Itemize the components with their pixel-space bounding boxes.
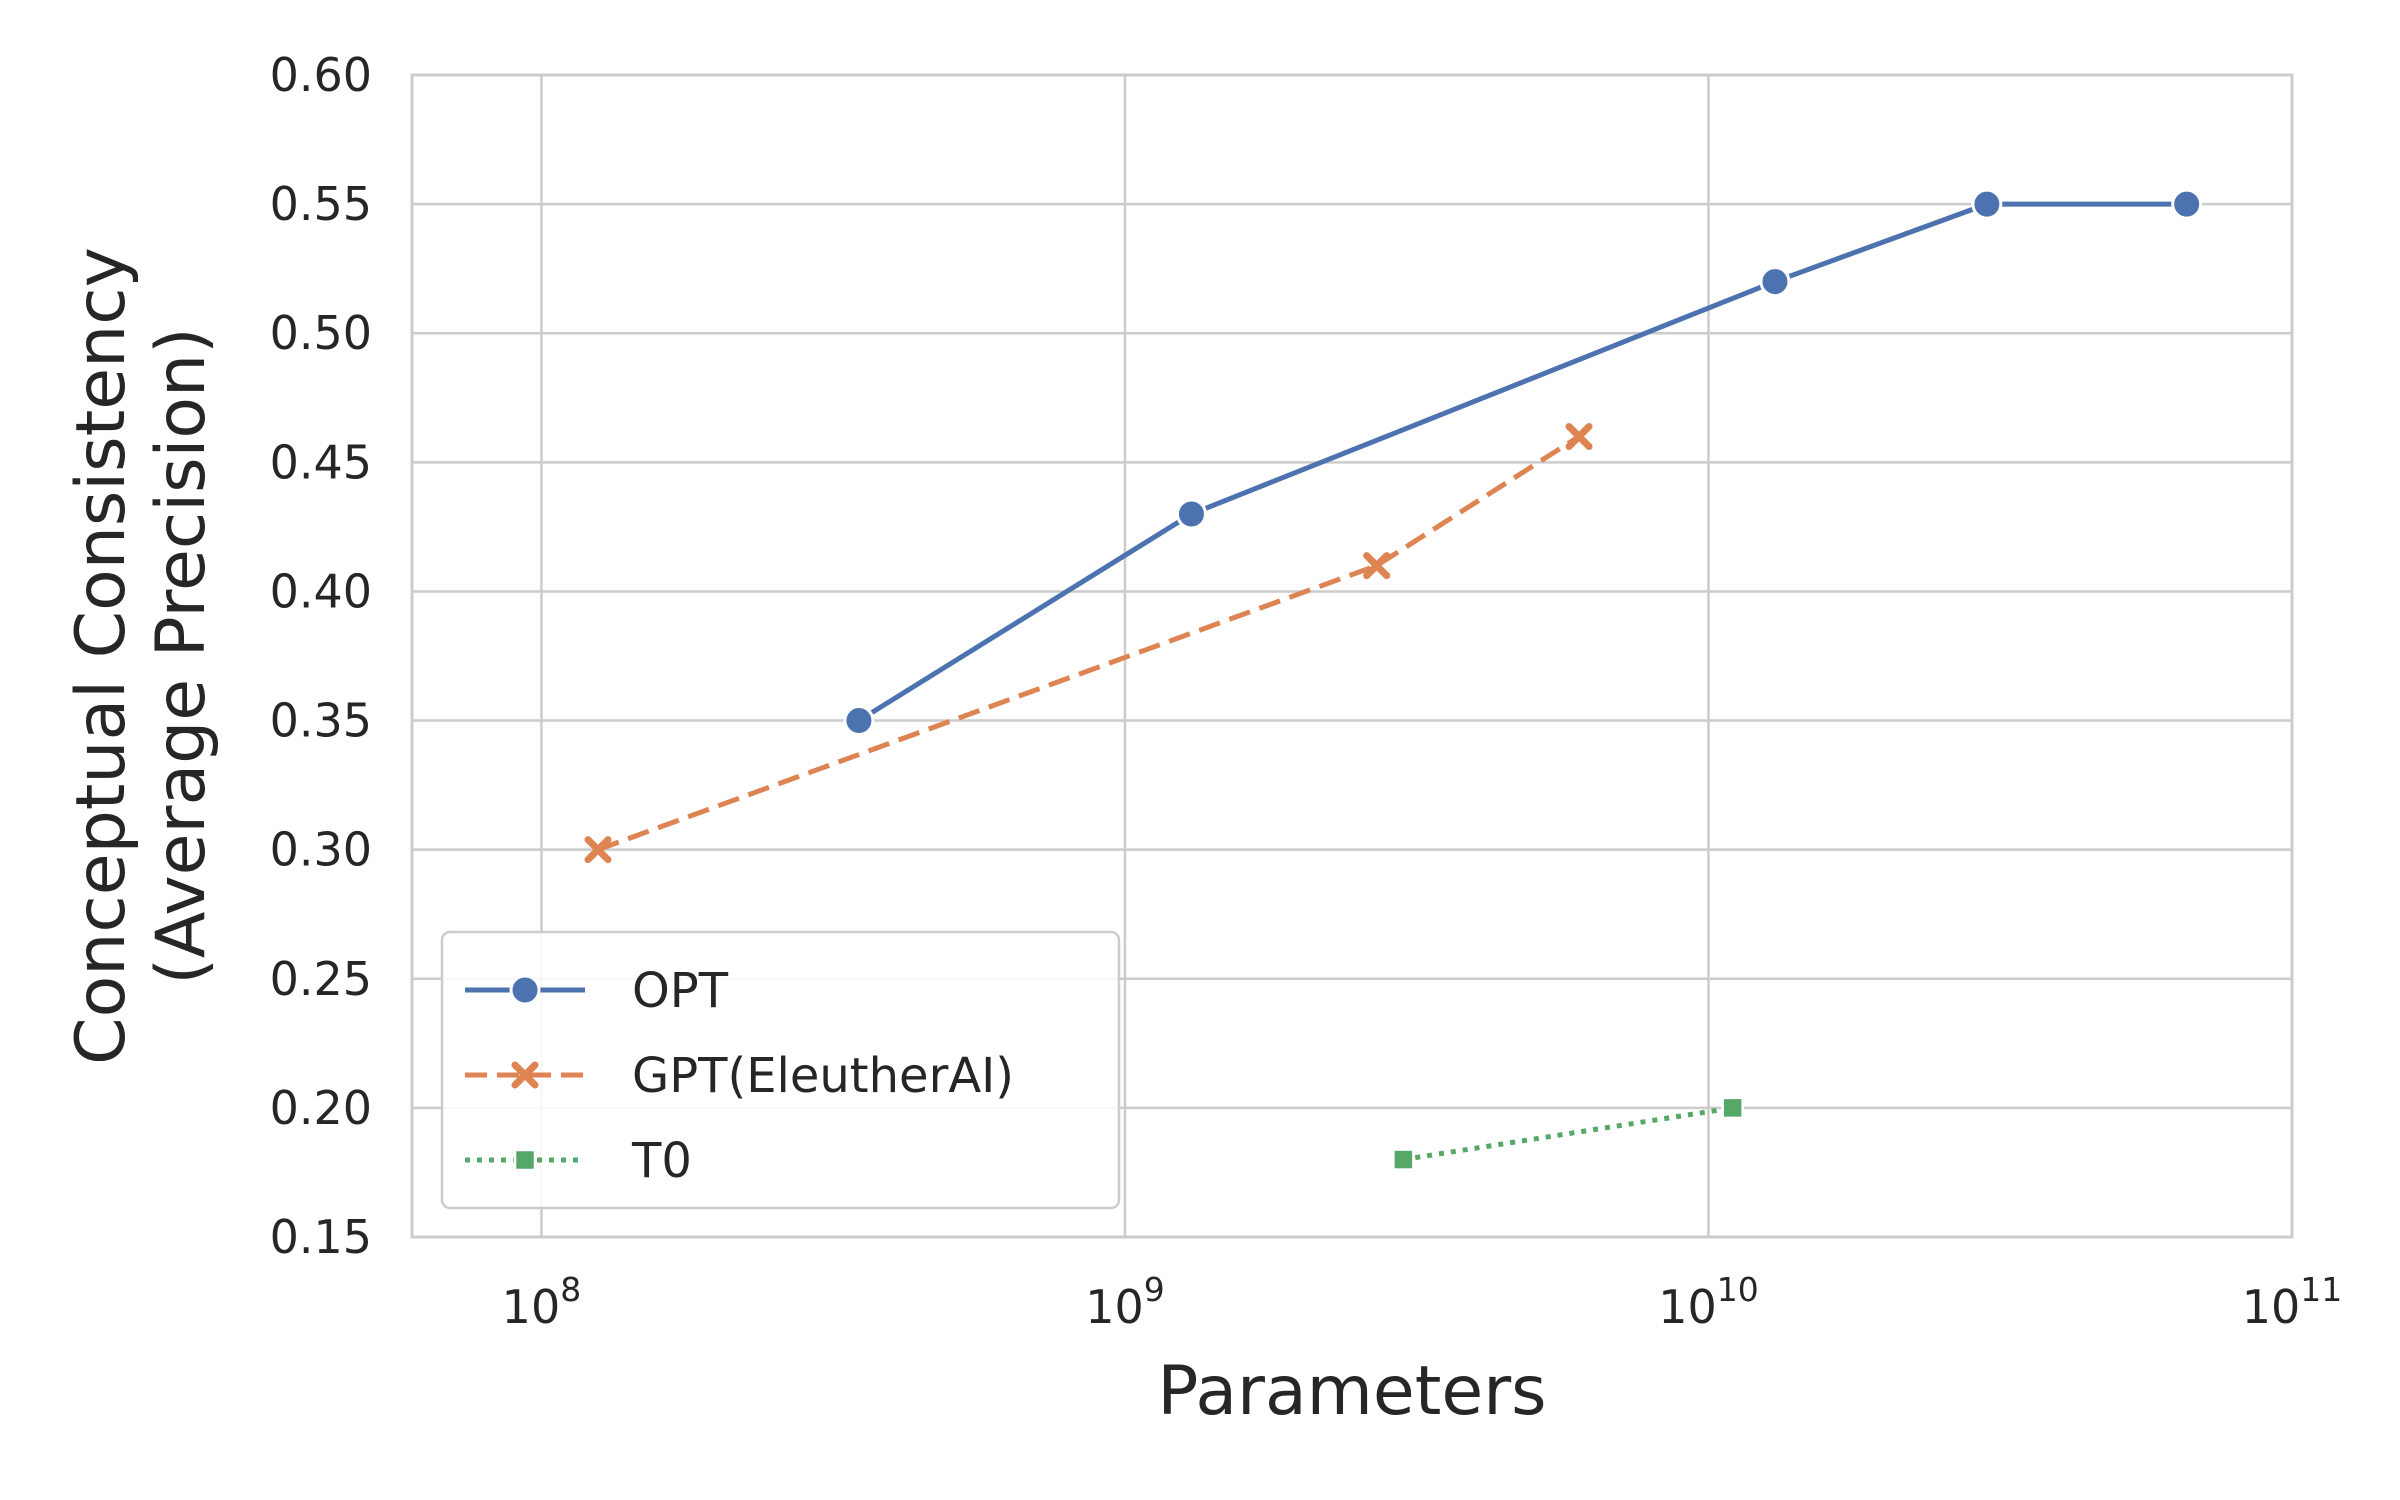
legend-item: GPT(EleutherAI) [465,1048,1014,1104]
x-tick-label: 1011 [2242,1270,2343,1334]
legend-marker [511,1061,539,1089]
y-tick-label: 0.25 [270,952,372,1006]
legend-label: OPT [632,963,729,1019]
legend: OPT GPT(EleutherAI) T0 [440,930,1121,1210]
y-tick-label: 0.20 [270,1081,372,1135]
x-tick-label: 1010 [1658,1270,1759,1334]
data-point [1175,498,1207,530]
legend-label: GPT(EleutherAI) [632,1048,1014,1104]
data-point [843,705,875,737]
y-tick-label: 0.60 [270,48,372,102]
y-tick-label: 0.40 [270,564,372,618]
y-tick-label: 0.35 [270,694,372,748]
y-tick-label: 0.50 [270,306,372,360]
y-tick-labels: 0.15 0.20 0.25 0.30 0.35 0.40 0.45 0.50 0.55 0.60 [270,48,372,1264]
data-point [1971,188,2003,220]
y-tick-label: 0.55 [270,177,372,231]
legend-marker [509,974,541,1006]
x-tick-labels: 108 109 1010 1011 [502,1270,2343,1334]
legend-item: OPT [465,963,729,1019]
series-line [597,434,1581,853]
x-tick-label: 108 [502,1270,582,1334]
y-tick-label: 0.15 [270,1210,372,1264]
legend-box [440,930,1121,1210]
data-point [1363,552,1391,580]
plot-border [410,73,2294,1239]
data-point [2171,188,2203,220]
series-layer [584,188,2203,1171]
series-square [1392,1096,1744,1171]
series-x [584,423,1593,864]
y-tick-label: 0.45 [270,435,372,489]
legend-marker [513,1148,537,1172]
y-axis-title-line-1: Conceptual Consistency [62,247,141,1065]
y-tick-label: 0.30 [270,823,372,877]
data-point [1759,266,1791,298]
legend-item: T0 [465,1133,692,1189]
data-point [584,836,612,864]
series-line [1403,1105,1733,1162]
legend-label: T0 [631,1133,692,1189]
x-axis-title: Parameters [1157,1352,1546,1431]
x-tick-label: 109 [1085,1270,1165,1334]
y-axis-title-line-2: (Average Precision) [142,327,221,984]
data-point [1565,423,1593,451]
series-circle [843,188,2203,737]
data-point [1392,1148,1415,1171]
data-point [1721,1096,1744,1120]
legend-items: OPT GPT(EleutherAI) T0 [465,963,1014,1189]
